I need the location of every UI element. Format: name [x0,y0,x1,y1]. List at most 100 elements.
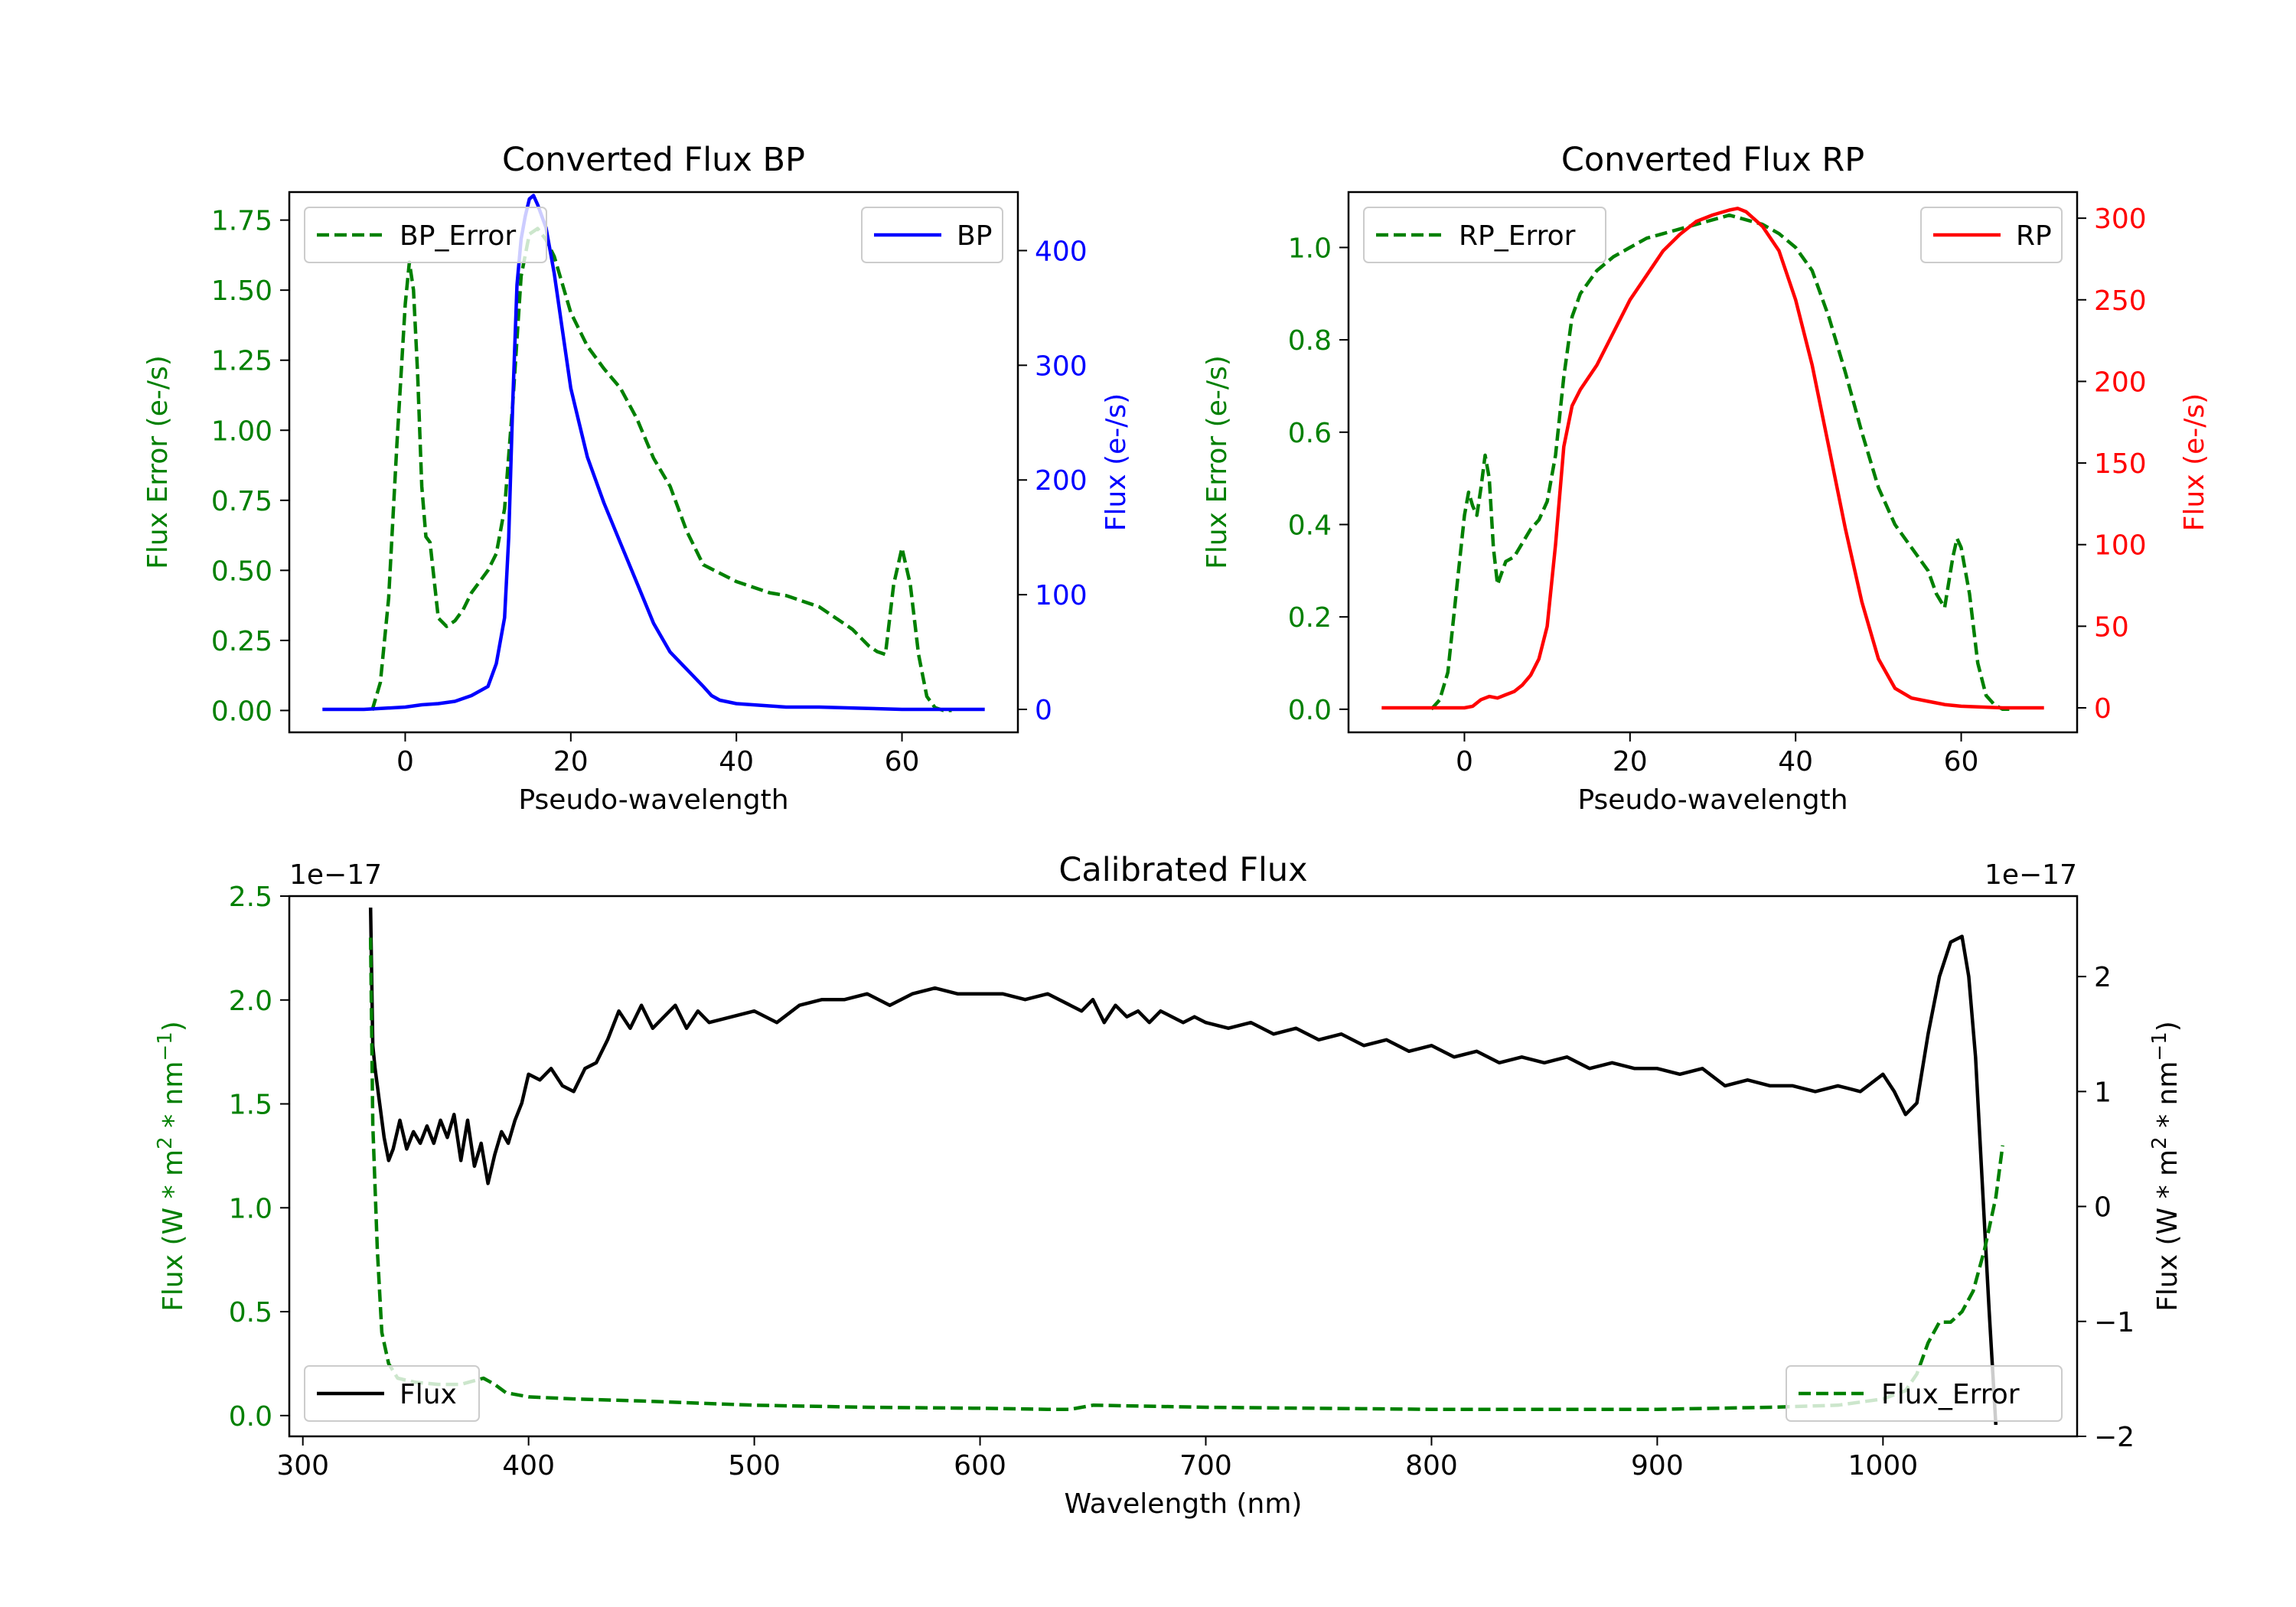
legend-label: BP_Error [400,220,516,252]
legend-flux-error: Flux_Error [1786,1365,2063,1422]
y-label-text: * nm [2152,1061,2183,1137]
legend-bp-error: BP_Error [304,207,547,263]
y-label-text: ) [2152,1021,2183,1032]
y-left-tick-label: 2.5 [229,882,272,913]
y-label-text: Flux (W * m [158,1149,189,1312]
y-left-tick-label: 1.0 [229,1193,272,1224]
y-right-axis-label: Flux (W * m2 * nm−1) [2148,1021,2183,1312]
y-right-tick-label: 2 [2094,962,2112,993]
y-right-tick-label: 50 [2094,611,2129,643]
y-right-tick-label: −2 [2094,1422,2135,1453]
y-left-tick-label: 1.0 [1288,233,1332,264]
x-tick-label: 800 [1405,1450,1458,1482]
y-left-tick-label: 1.5 [229,1090,272,1121]
chart-2: 0 20 40 60 0.0 0.2 0.4 0.6 0.8 1.0 0 50 100 150 200 250… [1202,141,2210,816]
y-label-sup: 2 [154,1136,177,1149]
x-tick-label: 40 [1778,746,1813,777]
legend-box [1786,1365,2063,1422]
legend-bp: BP [861,207,1003,263]
y-right-tick-label: 300 [2094,204,2147,235]
x-tick-label: 500 [728,1450,781,1482]
series-line-bp-error [370,227,952,712]
legend-rp: RP [1920,207,2063,263]
y-right-tick-label: −1 [2094,1307,2135,1338]
x-tick-label: 0 [396,746,414,777]
y-label-text: * nm [158,1061,189,1137]
chart-title: Converted Flux RP [1561,141,1864,179]
series-line-rp-error [1430,213,2011,712]
y-right-tick-label: 0 [2094,1192,2112,1224]
x-tick-label: 1000 [1848,1450,1919,1482]
legend-label: Flux [400,1379,457,1410]
legend-rp-error: RP_Error [1363,207,1606,263]
chart-1: 0 20 40 60 0.00 0.25 0.50 0.75 1.00 1.25 1.50 1.75 0… [142,141,1132,816]
y-left-axis-label: Flux Error (e-/s) [142,355,174,569]
y-left-tick-label: 0.25 [211,626,272,657]
y-left-tick-label: 2.0 [229,986,272,1017]
offset-text-left: 1e−17 [289,859,382,891]
axes-frame [288,191,1019,734]
chart-title: Calibrated Flux [1058,851,1307,889]
y-right-tick-label: 250 [2094,285,2147,317]
x-axis-label: Pseudo-wavelength [518,784,788,816]
y-right-tick-label: 1 [2094,1077,2112,1108]
axes-frame [1347,191,2079,734]
x-tick-label: 0 [1456,746,1473,777]
legend-flux: Flux [304,1365,480,1422]
y-left-axis-label: Flux (W * m2 * nm−1) [154,1021,189,1312]
series-line-rp [1381,207,2044,710]
x-tick-label: 900 [1631,1450,1684,1482]
y-right-tick-label: 200 [2094,367,2147,398]
x-tick-label: 40 [719,746,754,777]
y-right-tick-label: 0 [2094,693,2112,725]
y-left-tick-label: 0.6 [1288,418,1332,449]
y-left-axis-label: Flux Error (e-/s) [1202,355,1233,569]
y-right-axis-label: Flux (e-/s) [1101,393,1132,531]
series-line-flux [368,907,1998,1426]
y-label-text: ) [158,1021,189,1032]
y-left-tick-label: 1.25 [211,346,272,377]
y-right-axis-label: Flux (e-/s) [2179,393,2210,531]
y-left-tick-label: 0.2 [1288,602,1332,634]
y-left-tick-label: 0.50 [211,556,272,587]
y-right-tick-label: 100 [1035,580,1088,611]
y-left-tick-label: 0.00 [211,696,272,727]
y-right-tick-label: 150 [2094,448,2147,480]
y-left-tick-label: 0.4 [1288,510,1332,541]
y-left-tick-label: 1.00 [211,416,272,447]
x-tick-label: 60 [885,746,920,777]
legend-label: Flux_Error [1881,1379,2020,1410]
x-axis-label: Wavelength (nm) [1065,1488,1303,1520]
legend-label: BP [957,220,992,252]
y-label-text: Flux (W * m [2152,1149,2183,1312]
y-right-tick-label: 300 [1035,350,1088,382]
y-left-tick-label: 0.75 [211,486,272,517]
legend-box [304,207,547,263]
legend-label: RP_Error [1459,220,1576,252]
x-tick-label: 20 [553,746,589,777]
x-tick-label: 60 [1944,746,1979,777]
y-right-tick-label: 100 [2094,530,2147,562]
x-tick-label: 400 [502,1450,555,1482]
series-line-bp [322,194,985,712]
chart-3: 300 400 500 600 700 800 900 1000 0.0 0.5 1.0 1.5 2.0… [154,851,2183,1520]
y-right-tick-label: 0 [1035,695,1052,726]
offset-text-right: 1e−17 [1985,859,2077,891]
x-tick-label: 300 [276,1450,329,1482]
x-tick-label: 20 [1613,746,1648,777]
y-label-sup: 2 [2148,1136,2171,1149]
x-axis-label: Pseudo-wavelength [1577,784,1848,816]
chart-title: Converted Flux BP [502,141,805,179]
y-left-tick-label: 0.0 [229,1401,272,1433]
y-right-tick-label: 200 [1035,465,1088,497]
x-tick-label: 600 [954,1450,1006,1482]
x-tick-label: 700 [1179,1450,1232,1482]
legend-label: RP [2016,220,2052,252]
y-left-tick-label: 0.0 [1288,695,1332,726]
y-label-sup: −1 [2148,1032,2171,1061]
y-right-tick-label: 400 [1035,236,1088,267]
series-line-flux-error [368,937,2004,1411]
axes-frame [288,895,2079,1438]
y-label-sup: −1 [154,1032,177,1061]
